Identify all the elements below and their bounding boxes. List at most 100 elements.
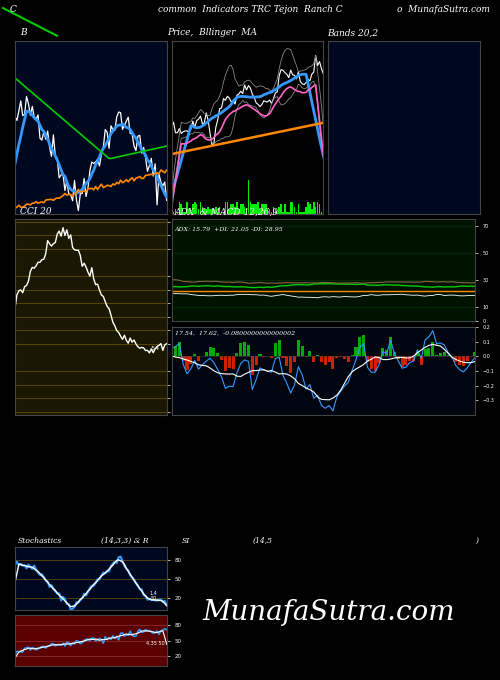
Bar <box>269 209 270 214</box>
Bar <box>217 211 218 214</box>
Bar <box>178 202 180 214</box>
Bar <box>200 202 202 214</box>
Bar <box>239 343 242 356</box>
Bar <box>270 356 273 358</box>
Bar <box>288 211 290 214</box>
Bar <box>211 209 213 214</box>
Bar <box>226 202 228 214</box>
Text: common  Indicators TRC Tejon  Ranch C: common Indicators TRC Tejon Ranch C <box>158 5 342 14</box>
Bar <box>222 211 224 214</box>
Text: 4.35 50: 4.35 50 <box>146 641 164 646</box>
Bar <box>320 356 323 362</box>
Bar <box>252 204 253 214</box>
Text: o  MunafaSutra.com: o MunafaSutra.com <box>397 5 490 14</box>
Bar <box>236 202 238 214</box>
Bar <box>311 209 312 214</box>
Bar <box>428 347 430 356</box>
Bar <box>240 204 242 214</box>
Bar <box>174 345 177 356</box>
Bar <box>216 353 220 356</box>
Bar <box>267 209 268 214</box>
Bar <box>188 209 190 214</box>
Bar <box>208 347 212 356</box>
Bar <box>431 343 434 356</box>
Bar <box>251 356 254 375</box>
Bar <box>254 204 255 214</box>
Bar <box>316 354 319 356</box>
Bar <box>408 356 412 361</box>
Bar <box>293 356 296 362</box>
Text: ADX  & MACD 12,26,9: ADX & MACD 12,26,9 <box>174 207 279 216</box>
Bar <box>442 352 446 356</box>
Bar <box>400 356 404 367</box>
Text: -54: -54 <box>150 345 160 350</box>
Bar <box>328 356 330 362</box>
Bar <box>178 342 181 356</box>
Bar <box>197 356 200 360</box>
Bar <box>186 356 188 370</box>
Bar <box>298 204 299 214</box>
Text: (14,3,3) & R: (14,3,3) & R <box>101 537 148 545</box>
Bar <box>378 356 380 363</box>
Bar <box>258 354 262 356</box>
Bar <box>282 211 284 214</box>
Bar <box>382 348 384 356</box>
Bar <box>290 202 292 214</box>
Bar <box>219 207 220 214</box>
Bar <box>474 352 476 356</box>
Bar <box>242 204 244 214</box>
Bar <box>174 209 176 214</box>
Bar <box>190 356 192 364</box>
Bar <box>315 207 316 214</box>
Bar <box>404 356 407 365</box>
Bar <box>335 356 338 358</box>
Bar <box>182 211 184 214</box>
Bar <box>274 343 277 356</box>
Bar <box>454 356 458 362</box>
Bar <box>278 339 280 356</box>
Bar <box>308 351 312 356</box>
Bar <box>276 211 278 214</box>
Bar <box>385 350 388 356</box>
Bar <box>347 356 350 362</box>
Bar <box>309 204 310 214</box>
Bar <box>244 207 246 214</box>
Bar <box>250 202 251 214</box>
Bar <box>284 204 286 214</box>
Bar <box>238 209 240 214</box>
Bar <box>458 356 461 365</box>
Text: MunafaSutra.com: MunafaSutra.com <box>202 599 454 626</box>
Text: 17.54,  17.62,  -0.0800000000000002: 17.54, 17.62, -0.0800000000000002 <box>174 330 295 335</box>
Bar <box>302 211 303 214</box>
Bar <box>170 349 173 356</box>
Bar <box>182 356 184 361</box>
Bar <box>236 353 238 356</box>
Bar <box>224 202 226 214</box>
Bar <box>396 356 400 360</box>
Bar <box>307 202 309 214</box>
Bar <box>304 211 305 214</box>
Bar <box>184 211 186 214</box>
Text: Stochastics: Stochastics <box>18 537 62 545</box>
Bar <box>420 356 423 364</box>
Bar <box>198 209 200 214</box>
Bar <box>322 211 324 214</box>
Bar <box>300 211 301 214</box>
Bar <box>246 209 248 214</box>
Bar <box>265 204 266 214</box>
Bar <box>208 207 209 214</box>
Bar <box>204 209 205 214</box>
Bar <box>286 356 288 366</box>
Bar <box>370 356 373 369</box>
Bar <box>292 202 294 214</box>
Bar <box>424 349 426 356</box>
Bar <box>212 348 216 356</box>
Bar <box>462 356 465 366</box>
Bar <box>272 207 274 214</box>
Bar <box>190 211 192 214</box>
Bar <box>234 207 236 214</box>
Bar <box>221 211 222 214</box>
Text: C: C <box>10 5 17 14</box>
Bar <box>270 211 272 214</box>
Bar <box>343 356 346 359</box>
